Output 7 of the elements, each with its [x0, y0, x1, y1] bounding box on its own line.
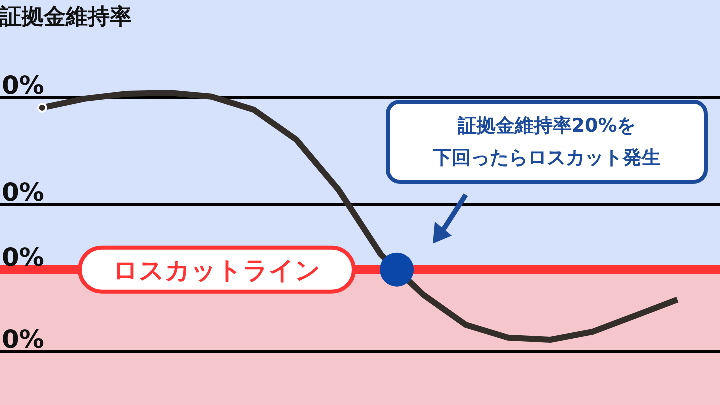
annotation: 0%	[2, 178, 44, 207]
annotation: 0%	[2, 324, 44, 354]
annotation: 証拠金維持率20%を下回ったらロスカット発生	[432, 115, 661, 169]
ref-line-label: ロスカットライン	[113, 256, 321, 285]
annotation: 0%	[2, 242, 44, 272]
annotation: 0%	[2, 70, 44, 100]
chart-title: 証拠金維持率	[0, 4, 132, 30]
